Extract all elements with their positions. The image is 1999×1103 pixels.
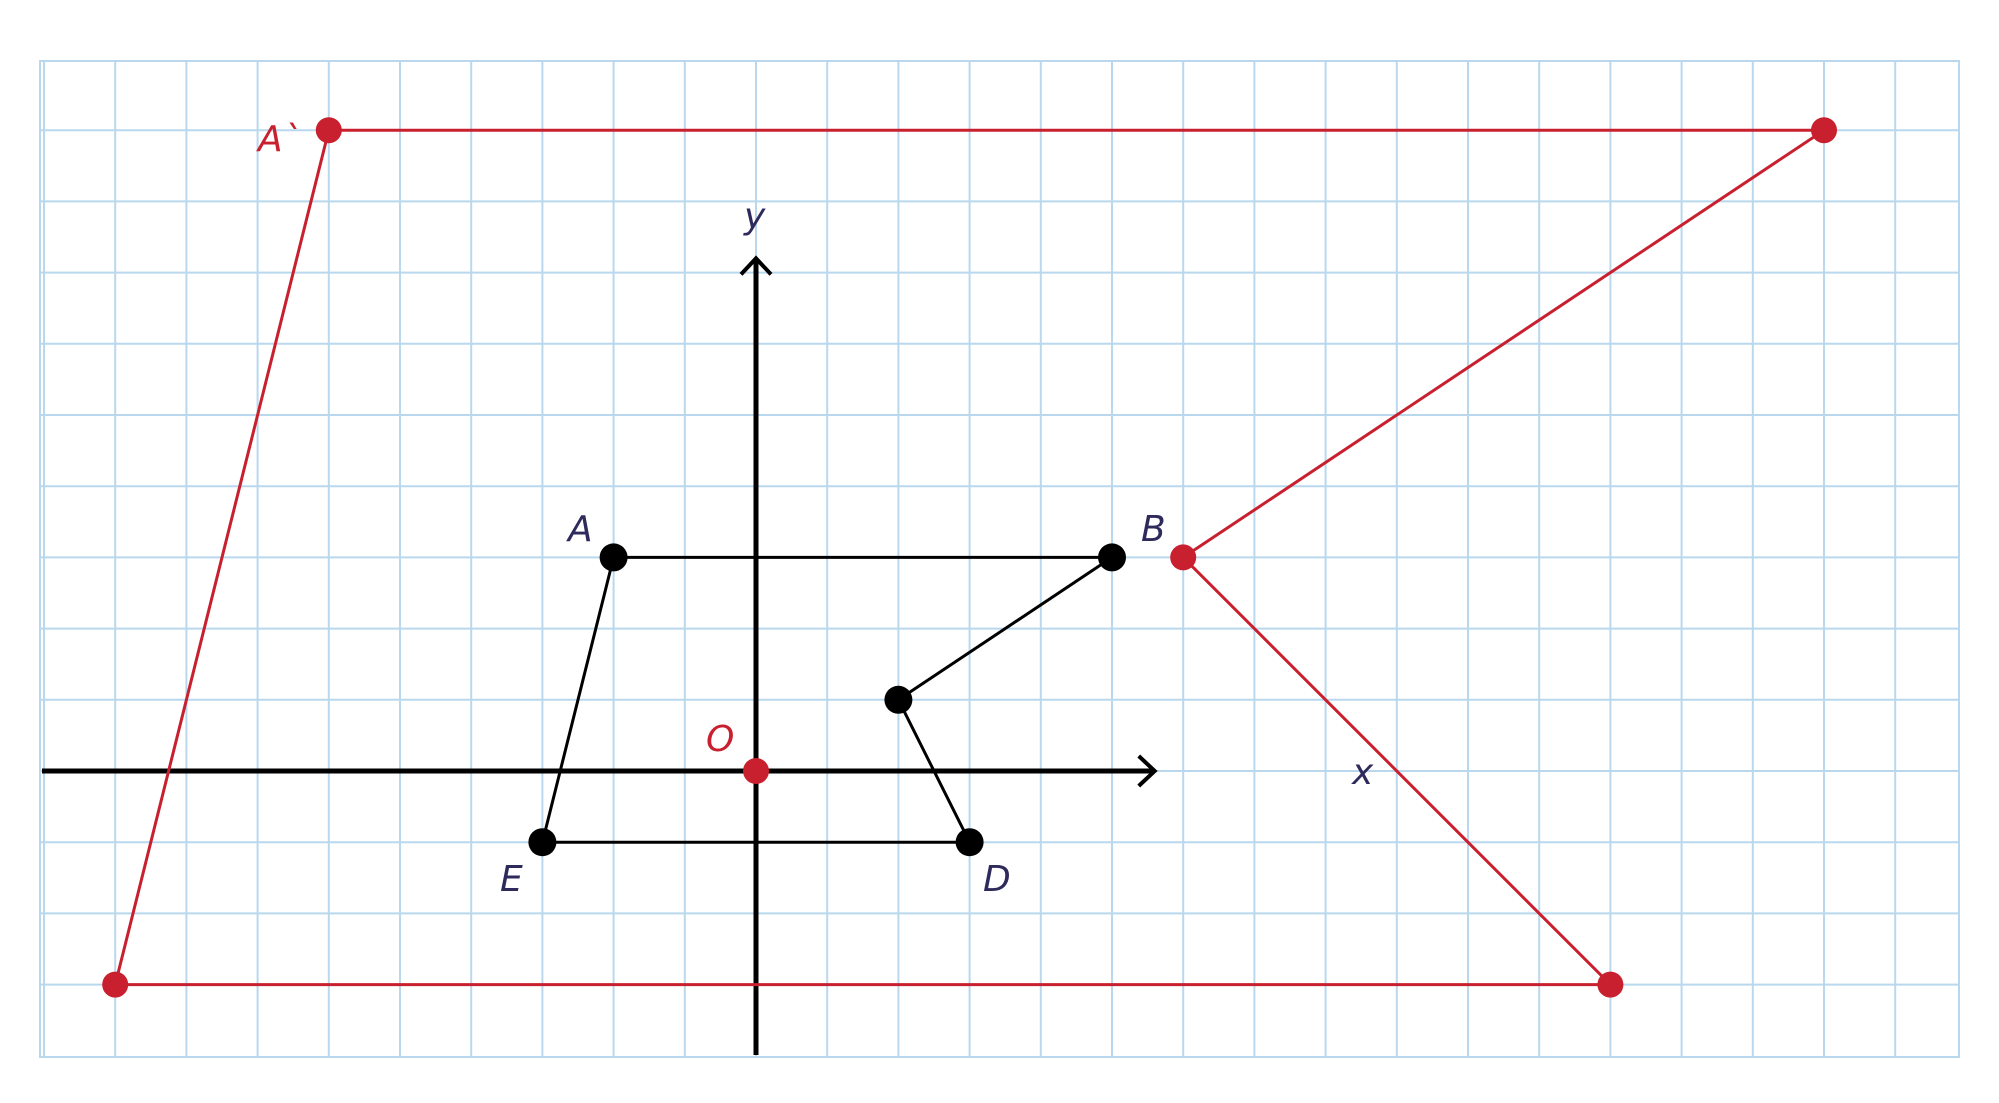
vertices — [102, 117, 1837, 998]
labels: x y O A` A B D E — [256, 119, 1374, 900]
y-axis-arrowhead — [739, 255, 773, 276]
vertex-label-a-prime: A` — [256, 119, 301, 160]
grid-border — [39, 60, 1960, 1058]
original-polygon — [540, 555, 1114, 844]
vertex-label-e: E — [500, 859, 523, 900]
vertex-label-b: B — [1141, 509, 1166, 550]
image-polygon-outline — [113, 128, 1826, 987]
axes — [42, 255, 1158, 1055]
x-axis-arrowhead — [1137, 754, 1158, 788]
original-polygon-outline — [540, 555, 1114, 844]
image-vertex-3 — [1597, 971, 1624, 998]
origin-point — [743, 758, 769, 784]
original-vertex-0 — [599, 543, 628, 572]
grid — [39, 60, 1960, 1058]
image-vertex-1 — [1811, 117, 1837, 144]
original-vertex-4 — [528, 828, 557, 857]
image-vertex-4 — [102, 971, 129, 998]
vertex-label-d: D — [983, 859, 1011, 900]
image-polygon — [113, 128, 1826, 987]
original-vertex-1 — [1098, 543, 1126, 572]
origin-label: O — [706, 719, 734, 760]
image-vertex-2 — [1170, 544, 1197, 571]
original-vertex-3 — [955, 828, 984, 857]
x-axis-label: x — [1351, 752, 1374, 793]
y-axis-label: y — [743, 196, 766, 237]
vertex-label-a: A — [566, 509, 593, 550]
original-vertex-2 — [884, 685, 913, 714]
image-vertex-0 — [315, 117, 342, 144]
